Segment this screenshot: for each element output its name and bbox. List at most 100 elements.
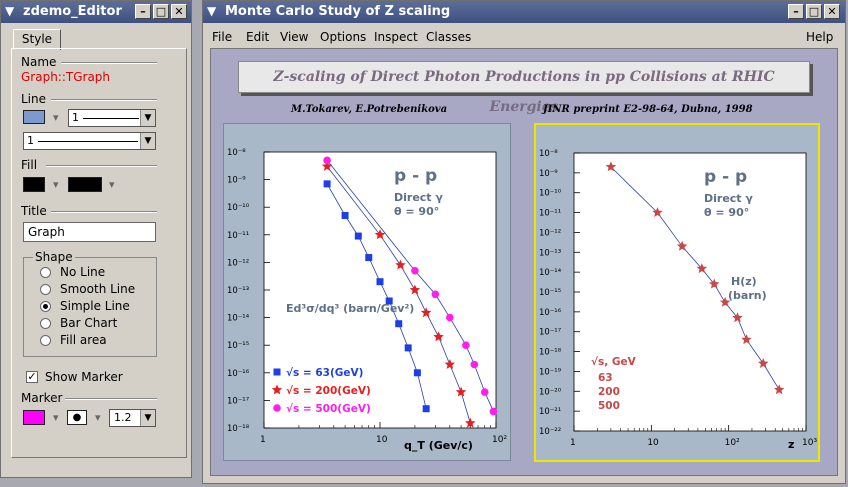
line-width-select[interactable]: 1 ▼ (68, 109, 156, 127)
y-tick-label: 10⁻¹¹ (539, 209, 561, 219)
minimize-icon[interactable]: – (135, 4, 151, 19)
minimize-icon[interactable]: – (788, 4, 804, 19)
y-tick-label: 10⁻¹⁷ (539, 328, 562, 338)
radio-simple-line[interactable] (40, 301, 51, 312)
data-point-2 (446, 313, 454, 322)
line-separator (51, 99, 157, 101)
chevron-down-icon[interactable]: ▼ (140, 110, 155, 126)
y-axis-label: Ed³σ/dq³ (barn/Gev²) (286, 302, 414, 315)
name-label: Name (21, 55, 57, 69)
menu-file[interactable]: File (212, 30, 233, 44)
title-label: Title (21, 204, 47, 218)
chevron-down-icon[interactable]: ▼ (140, 133, 155, 149)
y-tick-label: 10⁻¹⁸ (539, 348, 562, 358)
line-width-sample (83, 118, 139, 119)
data-point-0 (404, 344, 412, 352)
close-icon[interactable]: ✕ (824, 4, 840, 19)
close-icon[interactable]: ✕ (171, 4, 187, 19)
radio-bar-chart[interactable] (40, 318, 51, 329)
line-width-value: 1 (72, 111, 79, 124)
menu-view[interactable]: View (280, 30, 309, 44)
y-tick-label: 10⁻¹³ (539, 248, 561, 258)
shape-option-no-line[interactable]: No Line (60, 265, 106, 279)
legend-entry-2: √s = 500(GeV) (286, 403, 371, 415)
y-tick-label: 10⁻¹⁴ (227, 314, 250, 324)
menu-help[interactable]: Help (806, 30, 834, 44)
marker-color-dropdown-icon[interactable]: ▾ (53, 411, 59, 424)
editor-window: ▼ zdemo_Editor – □ ✕ Style Name Graph::T… (0, 0, 192, 478)
main-titlebar[interactable]: ▼ Monte Carlo Study of Z scaling – □ ✕ (203, 1, 845, 23)
marker-size-select[interactable]: 1.2 ▼ (109, 409, 156, 427)
radio-fill-area[interactable] (40, 335, 51, 346)
data-point-2 (470, 360, 479, 369)
data-point-0 (676, 240, 688, 251)
data-point-0 (365, 254, 373, 262)
shape-option-fill-area[interactable]: Fill area (60, 333, 107, 347)
right-chart: 10⁻⁸ 10⁻⁹ 10⁻¹⁰ 10⁻¹¹ 10⁻¹² 10⁻¹³ 10⁻¹⁴ 10⁻¹⁵ 10… (539, 149, 817, 451)
shape-option-smooth-line[interactable]: Smooth Line (60, 282, 136, 296)
window-menu-icon[interactable]: ▼ (5, 4, 15, 18)
fill-pattern-swatch[interactable] (68, 177, 102, 192)
left-pad[interactable]: 10⁻⁸ 10⁻⁹ 10⁻¹⁰ 10⁻¹¹ 10⁻¹² 10⁻¹³ 10⁻¹⁴ 10⁻¹⁵ 10… (223, 123, 511, 461)
fill-color-swatch[interactable] (23, 177, 45, 192)
y-tick-label: 10⁻⁸ (539, 149, 558, 159)
fill-color-dropdown-icon[interactable]: ▾ (53, 178, 59, 191)
line-style-select[interactable]: 1 ▼ (23, 132, 156, 150)
y-tick-label: 10⁻¹⁶ (227, 369, 250, 379)
annotation-theta: θ = 90° (704, 206, 749, 219)
show-marker-label[interactable]: Show Marker (45, 370, 123, 384)
radio-no-line[interactable] (40, 267, 51, 278)
menu-edit[interactable]: Edit (246, 30, 270, 44)
y-tick-label: 10⁻¹⁰ (227, 203, 250, 213)
y-tick-label: 10⁻¹⁹ (539, 367, 562, 377)
editor-titlebar[interactable]: ▼ zdemo_Editor – □ ✕ (1, 1, 191, 23)
data-point-0 (341, 212, 349, 220)
shape-option-bar-chart[interactable]: Bar Chart (60, 316, 118, 330)
root-canvas[interactable]: Z-scaling of Direct Photon Productions i… (210, 48, 838, 476)
data-point-1 (455, 386, 467, 397)
y-tick-label: 10⁻¹⁶ (539, 308, 562, 318)
data-point-0 (696, 263, 708, 274)
data-point-0 (413, 369, 421, 377)
line-color-swatch[interactable] (23, 110, 45, 124)
line-style-value: 1 (27, 134, 34, 147)
tab-style[interactable]: Style (13, 29, 61, 50)
data-point-0 (323, 180, 331, 188)
marker-style-dropdown-icon[interactable]: ▾ (95, 411, 101, 424)
window-menu-icon[interactable]: ▼ (207, 4, 217, 18)
radio-smooth-line[interactable] (40, 284, 51, 295)
x-axis-label: q_T (Gev/c) (404, 439, 473, 452)
y-tick-label: 10⁻¹³ (227, 286, 249, 296)
chevron-down-icon[interactable]: ▼ (140, 410, 155, 426)
legend-entry-0: √s = 63(GeV) (286, 367, 363, 379)
x-tick-label: 10 (376, 435, 388, 445)
line-style-sample (38, 141, 138, 142)
y-tick-label: 10⁻¹⁵ (539, 288, 561, 298)
maximize-icon[interactable]: □ (153, 4, 169, 19)
chart-title: p - p (394, 166, 437, 186)
shape-option-simple-line[interactable]: Simple Line (60, 299, 130, 313)
line-color-dropdown-icon[interactable]: ▾ (53, 111, 59, 124)
menu-classes[interactable]: Classes (426, 30, 472, 44)
data-point-2 (480, 388, 489, 396)
marker-color-swatch[interactable] (23, 410, 45, 425)
title-input[interactable]: Graph (23, 222, 156, 242)
maximize-icon[interactable]: □ (806, 4, 822, 19)
data-point-2 (462, 341, 470, 349)
y-tick-label: 10⁻¹¹ (227, 231, 249, 241)
marker-style-swatch[interactable]: ● (67, 410, 87, 425)
data-point-0 (774, 384, 785, 395)
x-tick-label: 1 (260, 435, 266, 445)
menu-inspect[interactable]: Inspect (374, 30, 418, 44)
series-line-2 (326, 160, 494, 412)
chart-title: p - p (704, 167, 747, 187)
shape-label: Shape (33, 250, 75, 264)
fill-pattern-dropdown-icon[interactable]: ▾ (109, 178, 115, 191)
preprint-text: JINR preprint E2-98-64, Dubna, 1998 (543, 104, 753, 115)
annotation-barn: (barn) (728, 289, 767, 302)
menu-options[interactable]: Options (320, 30, 367, 44)
left-chart: 10⁻⁸ 10⁻⁹ 10⁻¹⁰ 10⁻¹¹ 10⁻¹² 10⁻¹³ 10⁻¹⁴ 10⁻¹⁵ 10… (227, 148, 507, 452)
right-pad[interactable]: 10⁻⁸ 10⁻⁹ 10⁻¹⁰ 10⁻¹¹ 10⁻¹² 10⁻¹³ 10⁻¹⁴ 10⁻¹⁵ 10… (534, 123, 820, 462)
y-tick-label: 10⁻²² (539, 427, 561, 437)
show-marker-checkbox[interactable]: ✓ (26, 370, 38, 383)
